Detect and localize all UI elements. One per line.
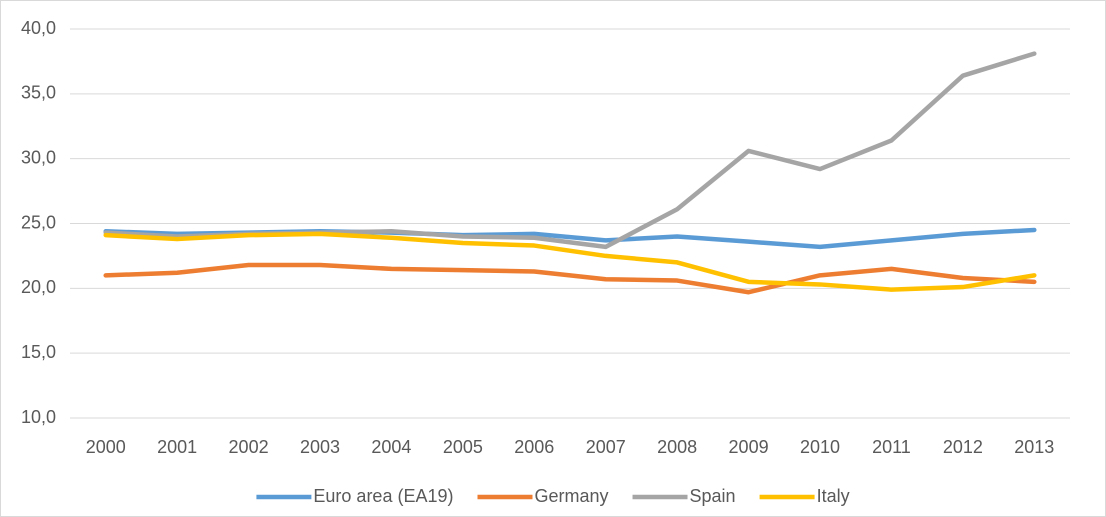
x-tick-label: 2002 (229, 437, 269, 457)
y-tick-label: 35,0 (21, 83, 56, 103)
x-tick-label: 2011 (872, 437, 911, 457)
x-tick-label: 2013 (1014, 437, 1054, 457)
x-tick-label: 2006 (514, 437, 554, 457)
x-tick-label: 2000 (86, 437, 126, 457)
x-tick-label: 2009 (729, 437, 769, 457)
legend-label: Spain (690, 486, 736, 506)
y-tick-label: 40,0 (21, 18, 56, 38)
x-tick-label: 2003 (300, 437, 340, 457)
x-tick-label: 2012 (943, 437, 983, 457)
x-tick-label: 2001 (157, 437, 197, 457)
x-tick-label: 2004 (371, 437, 411, 457)
legend-label: Germany (534, 486, 608, 506)
y-tick-label: 25,0 (21, 212, 56, 232)
x-tick-label: 2007 (586, 437, 626, 457)
y-tick-label: 20,0 (21, 277, 56, 297)
series-line (103, 231, 1037, 292)
legend-label: Euro area (EA19) (313, 486, 453, 506)
y-tick-label: 15,0 (21, 342, 56, 362)
y-tick-label: 10,0 (21, 407, 56, 427)
x-tick-label: 2005 (443, 437, 483, 457)
y-tick-label: 30,0 (21, 147, 56, 167)
x-tick-label: 2008 (657, 437, 697, 457)
series-line (103, 262, 1037, 295)
legend-label: Italy (817, 486, 850, 506)
x-tick-label: 2010 (800, 437, 840, 457)
